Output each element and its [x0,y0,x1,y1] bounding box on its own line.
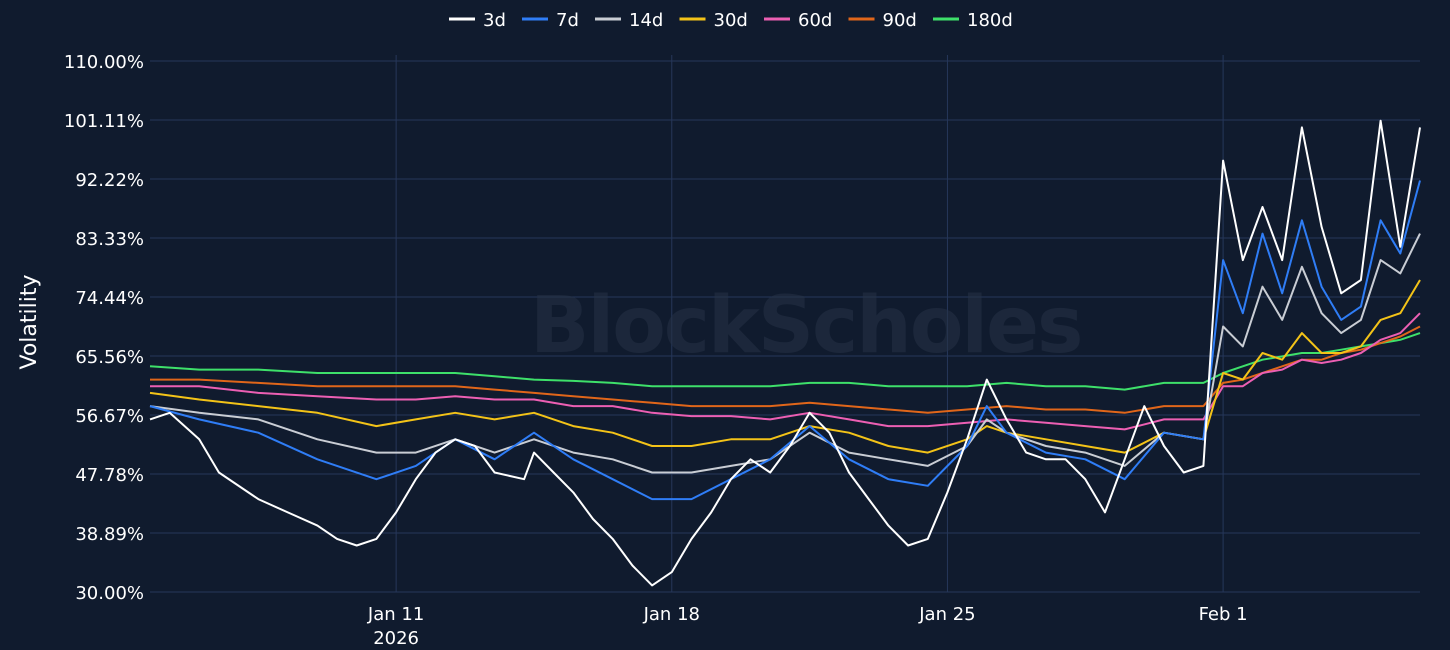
legend-label-14d: 14d [629,10,663,31]
y-tick-label: 74.44% [75,288,144,309]
legend-label-30d: 30d [714,10,748,31]
series-line-180d [149,332,1421,391]
y-tick-label: 47.78% [75,465,144,486]
y-tick-label: 110.00% [64,52,144,73]
y-tick-label: 38.89% [75,524,144,545]
y-tick-label: 65.56% [75,347,144,368]
x-tick-label: Feb 1 [1199,604,1248,625]
x-tick-label: Jan 11 [367,604,424,625]
series-line-7d [149,180,1421,501]
x-tick-label: Jan 18 [643,604,700,625]
legend-label-3d: 3d [483,10,506,31]
y-axis-label: Volatility [17,274,42,369]
series-line-60d [150,312,1421,431]
y-tick-label: 83.33% [75,229,144,250]
y-tick-label: 56.67% [75,406,144,427]
x-tick-sublabel: 2026 [373,628,419,649]
series-line-3d [149,119,1421,587]
legend-label-7d: 7d [556,10,579,31]
y-tick-label: 30.00% [75,583,144,604]
legend-label-90d: 90d [883,10,917,31]
x-axis-ticks: Jan 11 2026 Jan 18 Jan 25 Feb 1 [367,604,1248,649]
legend-label-60d: 60d [798,10,832,31]
series-line-30d [149,279,1421,454]
series-lines [149,119,1421,587]
watermark-text: BlockScholes [530,281,1081,371]
x-tick-label: Jan 25 [918,604,975,625]
y-tick-label: 101.11% [64,111,144,132]
legend: 3d 7d 14d 30d 60d 90d 180d [449,10,1013,31]
legend-label-180d: 180d [967,10,1013,31]
y-tick-label: 92.22% [75,170,144,191]
y-axis-ticks: 30.00% 38.89% 47.78% 56.67% 65.56% 74.44% 83.3… [64,52,144,604]
